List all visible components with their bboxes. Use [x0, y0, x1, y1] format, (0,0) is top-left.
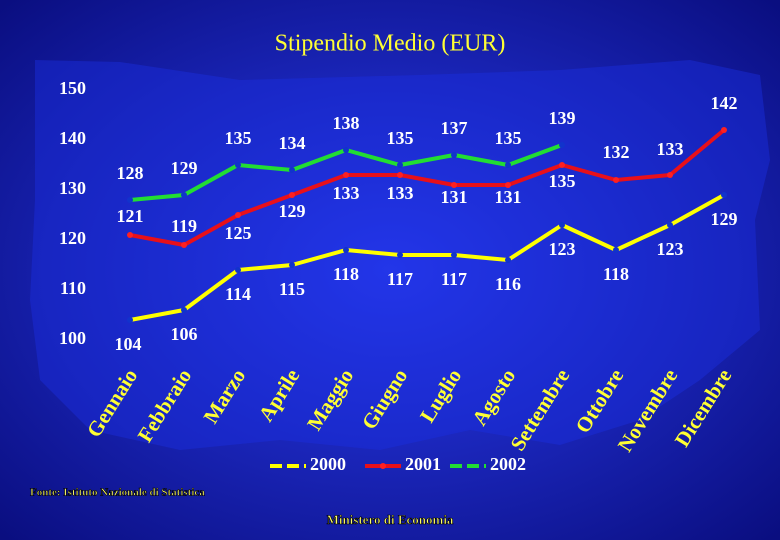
- point: [289, 192, 295, 198]
- data-label: 125: [225, 223, 252, 243]
- point: [343, 172, 349, 178]
- data-label: 123: [657, 239, 684, 259]
- data-label: 133: [657, 139, 684, 159]
- point: [397, 252, 403, 258]
- data-label: 135: [549, 171, 576, 191]
- data-label: 132: [603, 142, 630, 162]
- point: [559, 162, 565, 168]
- data-label: 129: [279, 201, 306, 221]
- legend-marker: [380, 463, 386, 469]
- data-label: 142: [711, 93, 738, 113]
- data-label: 137: [441, 118, 468, 138]
- point: [127, 232, 133, 238]
- data-label: 106: [171, 324, 198, 344]
- data-label: 121: [117, 206, 144, 226]
- point: [667, 222, 673, 228]
- point: [181, 192, 187, 198]
- data-label: 131: [495, 187, 522, 207]
- data-label: 119: [171, 216, 197, 236]
- data-label: 117: [441, 269, 467, 289]
- point: [451, 182, 457, 188]
- data-label: 138: [333, 113, 360, 133]
- source: Fonte: Istituto Nazionale di Statistica: [30, 487, 205, 499]
- legend-label: 2001: [405, 454, 441, 474]
- data-label: 129: [171, 158, 198, 178]
- data-label: 123: [549, 239, 576, 259]
- point: [235, 267, 241, 273]
- data-label: 129: [711, 209, 738, 229]
- y-tick-label: 140: [59, 128, 86, 148]
- data-label: 131: [441, 187, 468, 207]
- point: [505, 182, 511, 188]
- point: [289, 262, 295, 268]
- point: [505, 257, 511, 263]
- data-label: 116: [495, 274, 521, 294]
- footer: Ministero di Economia: [327, 512, 454, 527]
- data-label: 128: [117, 163, 144, 183]
- point: [721, 127, 727, 133]
- point: [559, 222, 565, 228]
- point: [613, 177, 619, 183]
- data-label: 115: [279, 279, 305, 299]
- data-label: 139: [549, 108, 576, 128]
- y-tick-label: 130: [59, 178, 86, 198]
- point: [181, 307, 187, 313]
- point: [235, 212, 241, 218]
- point: [343, 247, 349, 253]
- legend-label: 2002: [490, 454, 526, 474]
- series-line: [129, 128, 726, 247]
- point: [505, 162, 511, 168]
- y-tick-label: 120: [59, 228, 86, 248]
- point: [451, 252, 457, 258]
- data-label: 133: [333, 183, 360, 203]
- data-label: 118: [333, 264, 359, 284]
- legend-label: 2000: [310, 454, 346, 474]
- data-label: 118: [603, 264, 629, 284]
- data-label: 133: [387, 183, 414, 203]
- point: [235, 162, 241, 168]
- point: [721, 192, 727, 198]
- point: [343, 147, 349, 153]
- point: [127, 197, 133, 203]
- y-tick-label: 100: [59, 328, 86, 348]
- data-label: 104: [115, 334, 142, 354]
- point: [289, 167, 295, 173]
- data-label: 134: [279, 133, 306, 153]
- data-label: 114: [225, 284, 251, 304]
- y-tick-label: 110: [60, 278, 86, 298]
- data-label: 135: [495, 128, 522, 148]
- point: [181, 242, 187, 248]
- point: [127, 317, 133, 323]
- chart-title: Stipendio Medio (EUR): [275, 31, 506, 57]
- y-tick-label: 150: [59, 78, 86, 98]
- point: [613, 247, 619, 253]
- data-label: 135: [225, 128, 252, 148]
- data-label: 135: [387, 128, 414, 148]
- point: [397, 162, 403, 168]
- data-label: 117: [387, 269, 413, 289]
- point: [559, 142, 565, 148]
- point: [667, 172, 673, 178]
- point: [397, 172, 403, 178]
- series-line: [129, 193, 725, 322]
- point: [451, 152, 457, 158]
